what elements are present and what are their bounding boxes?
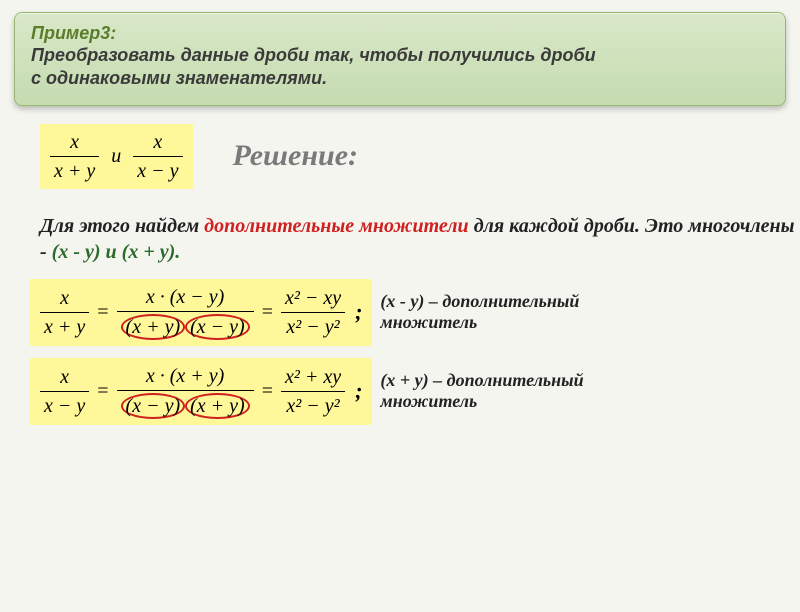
example-title: Пример3: [31, 23, 769, 44]
example-header: Пример3: Преобразовать данные дроби так,… [14, 12, 786, 106]
derivation-row-1: x x + y = x · (x − y) (x + y)(x − y) = x… [30, 279, 800, 346]
d2-frac1: x x − y [40, 365, 89, 418]
poly-2: (x + y). [122, 241, 181, 263]
poly-1: (x - y) [52, 241, 101, 263]
explain-and: и [101, 241, 122, 263]
given-frac-2: x x − y [133, 130, 182, 183]
d1-frac2: x · (x − y) (x + y)(x − y) [117, 285, 254, 340]
annot2-line2: множитель [380, 391, 477, 411]
circled-factor: (x + y) [185, 393, 250, 419]
given-frac-1: x x + y [50, 130, 99, 183]
explain-part1: Для этого найдем [40, 215, 204, 237]
semicolon: ; [351, 378, 362, 404]
circled-factor: (x − y) [121, 393, 186, 419]
circled-factor: (x + y) [121, 314, 186, 340]
annotation-1: (x - y) – дополнительный множитель [380, 291, 579, 334]
d2-frac3: x² + xy x² − y² [281, 365, 345, 418]
explain-red: дополнительные множители [204, 215, 469, 237]
circled-factor: (x − y) [185, 314, 250, 340]
example-text-line1: Преобразовать данные дроби так, чтобы по… [31, 44, 769, 67]
d1-frac1: x x + y [40, 286, 89, 339]
problem-row: x x + y и x x − y Решение: [40, 124, 800, 189]
semicolon: ; [351, 299, 362, 325]
derivation-row-2: x x − y = x · (x + y) (x − y)(x + y) = x… [30, 358, 800, 425]
d1-frac3: x² − xy x² − y² [281, 286, 345, 339]
explanation-text: Для этого найдем дополнительные множител… [40, 213, 800, 265]
derivation-2: x x − y = x · (x + y) (x − y)(x + y) = x… [30, 358, 372, 425]
annot1-line1: (x - y) – дополнительный [380, 291, 579, 311]
and-text: и [105, 145, 127, 168]
derivation-1: x x + y = x · (x − y) (x + y)(x − y) = x… [30, 279, 372, 346]
d2-frac2: x · (x + y) (x − y)(x + y) [117, 364, 254, 419]
solution-label: Решение: [233, 139, 359, 173]
annot1-line2: множитель [380, 312, 477, 332]
annot2-line1: (x + y) – дополнительный [380, 370, 583, 390]
given-fractions: x x + y и x x − y [40, 124, 193, 189]
annotation-2: (x + y) – дополнительный множитель [380, 370, 583, 413]
example-text-line2: с одинаковыми знаменателями. [31, 67, 769, 90]
